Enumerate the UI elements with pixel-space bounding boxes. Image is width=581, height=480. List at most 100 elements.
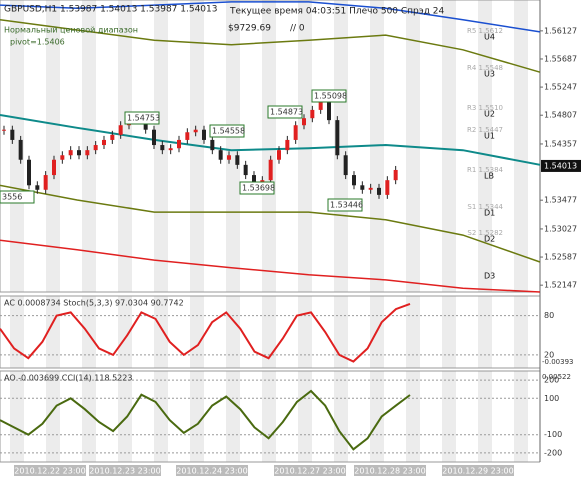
candle — [102, 139, 106, 146]
level-note: S1 1.5344 — [467, 203, 503, 211]
y-tick-label: 1.55687 — [544, 54, 577, 63]
indicator-line — [0, 114, 541, 166]
session-stripe — [154, 296, 168, 368]
session-stripe — [406, 296, 420, 368]
candle — [68, 150, 73, 156]
candle — [60, 155, 65, 160]
session-stripe — [514, 296, 528, 368]
axis-note: 0.00522 — [542, 373, 571, 381]
candle — [335, 120, 340, 156]
candle — [268, 159, 273, 181]
session-stripe — [514, 371, 528, 462]
balance-note: // 0 — [290, 24, 305, 34]
session-stripe — [226, 371, 240, 462]
candle — [343, 155, 348, 176]
price-label-box — [209, 124, 245, 138]
pivot: pivot=1.5406 — [10, 38, 65, 47]
session-stripe — [442, 296, 456, 368]
candle — [360, 185, 365, 190]
session-stripe — [262, 296, 276, 368]
date-box — [354, 465, 426, 476]
date-box — [14, 465, 86, 476]
candle — [10, 129, 15, 140]
session-stripe — [190, 296, 204, 368]
candle — [352, 175, 356, 186]
date-label: 2010.12.24 23:00 — [176, 467, 247, 476]
session-stripe — [442, 371, 456, 462]
session-stripe — [10, 0, 24, 292]
session-stripe — [298, 296, 312, 368]
candle — [210, 139, 215, 151]
session-stripe — [190, 371, 204, 462]
candle — [118, 125, 123, 135]
candle — [18, 139, 23, 160]
session-stripe — [262, 0, 276, 292]
date-label: 2010.12.22 23:00 — [14, 467, 85, 476]
session-stripe — [298, 371, 312, 462]
session-stripe — [514, 0, 528, 292]
candle — [110, 134, 115, 140]
candle — [77, 150, 81, 156]
candle — [252, 175, 256, 186]
candle — [152, 129, 156, 146]
level-name: U3 — [484, 70, 495, 79]
candle — [185, 132, 190, 140]
session-stripe — [478, 296, 492, 368]
session-stripe — [46, 371, 60, 462]
session-stripe — [154, 371, 168, 462]
session-stripe — [226, 296, 240, 368]
session-stripe — [478, 371, 492, 462]
y-tick-label: 20 — [544, 350, 554, 359]
candle — [218, 150, 223, 160]
y-tick-label: 100 — [544, 394, 559, 403]
session-stripe — [118, 371, 132, 462]
session-stripe — [226, 0, 240, 292]
session-stripe — [46, 0, 60, 292]
level-name: D1 — [484, 209, 495, 218]
y-tick-label: -200 — [544, 448, 562, 457]
level-note: R1 1.5384 — [467, 166, 504, 174]
y-tick-label: -100 — [544, 430, 562, 439]
y-tick-label: 200 — [544, 376, 559, 385]
current-price-box — [541, 159, 581, 172]
status: Текущее время 04:03:51 Плечо 500 Спрэд 2… — [229, 7, 445, 17]
session-stripe — [118, 0, 132, 292]
y-tick-label: 1.53477 — [544, 196, 577, 205]
date-box — [89, 465, 161, 476]
candle — [393, 169, 398, 181]
y-tick-label: 1.54357 — [544, 139, 577, 148]
axis-strip — [540, 0, 581, 480]
session-stripe — [10, 296, 24, 368]
candle — [35, 185, 40, 190]
price-label: 1.54753 — [127, 114, 160, 123]
session-stripe — [82, 296, 96, 368]
date-label: 2010.12.27 23:00 — [274, 467, 345, 476]
candle — [85, 150, 90, 156]
subtitle: Нормальный ценовой диапазон — [4, 26, 138, 35]
candle — [227, 155, 231, 160]
title: GBPUSD,H1 1.53987 1.54013 1.53987 1.5401… — [4, 5, 217, 15]
candle — [2, 129, 6, 131]
candle — [385, 180, 390, 195]
candle — [302, 118, 306, 126]
price-label-box — [267, 105, 303, 119]
date-label: 2010.12.28 23:00 — [354, 467, 425, 476]
level-note: R2 1.5447 — [467, 126, 503, 134]
candle — [310, 109, 315, 119]
candle — [368, 187, 373, 190]
session-stripe — [334, 371, 348, 462]
indicator-line — [0, 302, 411, 363]
candle — [160, 145, 165, 151]
price-label: 1.54558 — [212, 127, 245, 136]
session-stripe — [406, 371, 420, 462]
session-stripe — [334, 296, 348, 368]
balance: $9729.69 — [228, 24, 271, 34]
indicator-line — [0, 239, 541, 293]
date-box — [274, 465, 346, 476]
level-name: U1 — [484, 132, 495, 141]
date-box — [176, 465, 248, 476]
price-label: 1.53446 — [330, 201, 363, 210]
level-note: R3 1.5510 — [467, 104, 503, 112]
candle — [168, 148, 173, 151]
level-name: U4 — [484, 33, 495, 42]
